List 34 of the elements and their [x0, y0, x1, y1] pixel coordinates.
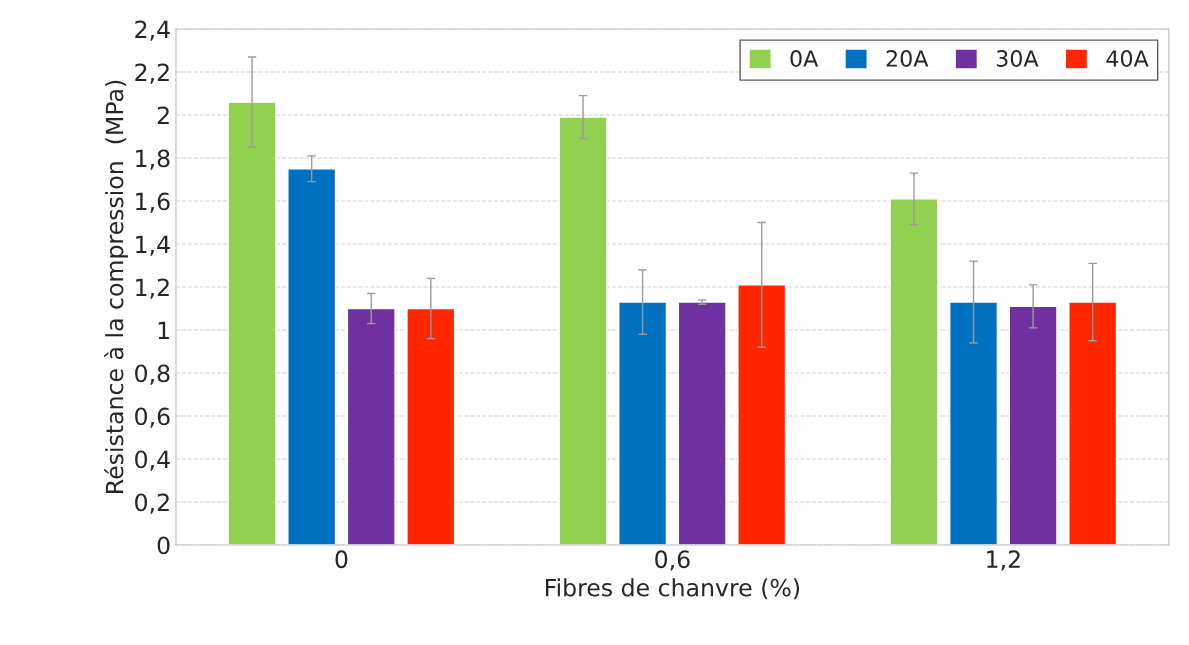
- x-tick-label: 0,6: [655, 550, 690, 571]
- y-tick-label: 1,4: [136, 235, 170, 256]
- bar: [949, 301, 999, 546]
- legend-label: 20A: [886, 50, 929, 67]
- y-tick-label: 1,2: [136, 278, 169, 299]
- bar: [1068, 301, 1118, 546]
- y-tick-label: 0: [157, 536, 170, 555]
- bar: [618, 301, 668, 546]
- y-tick-label: 2,4: [135, 20, 170, 41]
- bar: [227, 101, 277, 546]
- y-tick-label: 2: [157, 106, 169, 124]
- bar: [737, 284, 787, 546]
- y-tick-label: 1,8: [136, 149, 170, 170]
- y-tick-label: 0,2: [135, 493, 169, 514]
- bar: [406, 307, 456, 546]
- y-tick-label: 1,6: [136, 192, 170, 213]
- y-axis-title: Résistance à la compression (MPa): [104, 80, 129, 493]
- x-tick-label: 1,2: [987, 550, 1020, 571]
- x-tick-label: 0: [335, 550, 348, 569]
- bar: [1008, 305, 1058, 546]
- y-tick-label: 2,2: [135, 63, 169, 84]
- x-axis-title: Fibres de chanvre (%): [546, 578, 800, 600]
- y-tick-label: 0,8: [135, 364, 170, 385]
- legend-label: 30A: [996, 50, 1039, 67]
- bar: [677, 301, 727, 546]
- bar: [346, 307, 396, 546]
- y-tick-label: 0,4: [135, 450, 170, 471]
- legend-label: 40A: [1106, 50, 1149, 67]
- bar: [287, 168, 337, 546]
- y-tick-label: 0,6: [135, 407, 170, 428]
- bar: [558, 116, 608, 546]
- y-tick-label: 1: [158, 321, 169, 339]
- bar: [889, 198, 939, 546]
- legend-label: 0A: [790, 50, 819, 67]
